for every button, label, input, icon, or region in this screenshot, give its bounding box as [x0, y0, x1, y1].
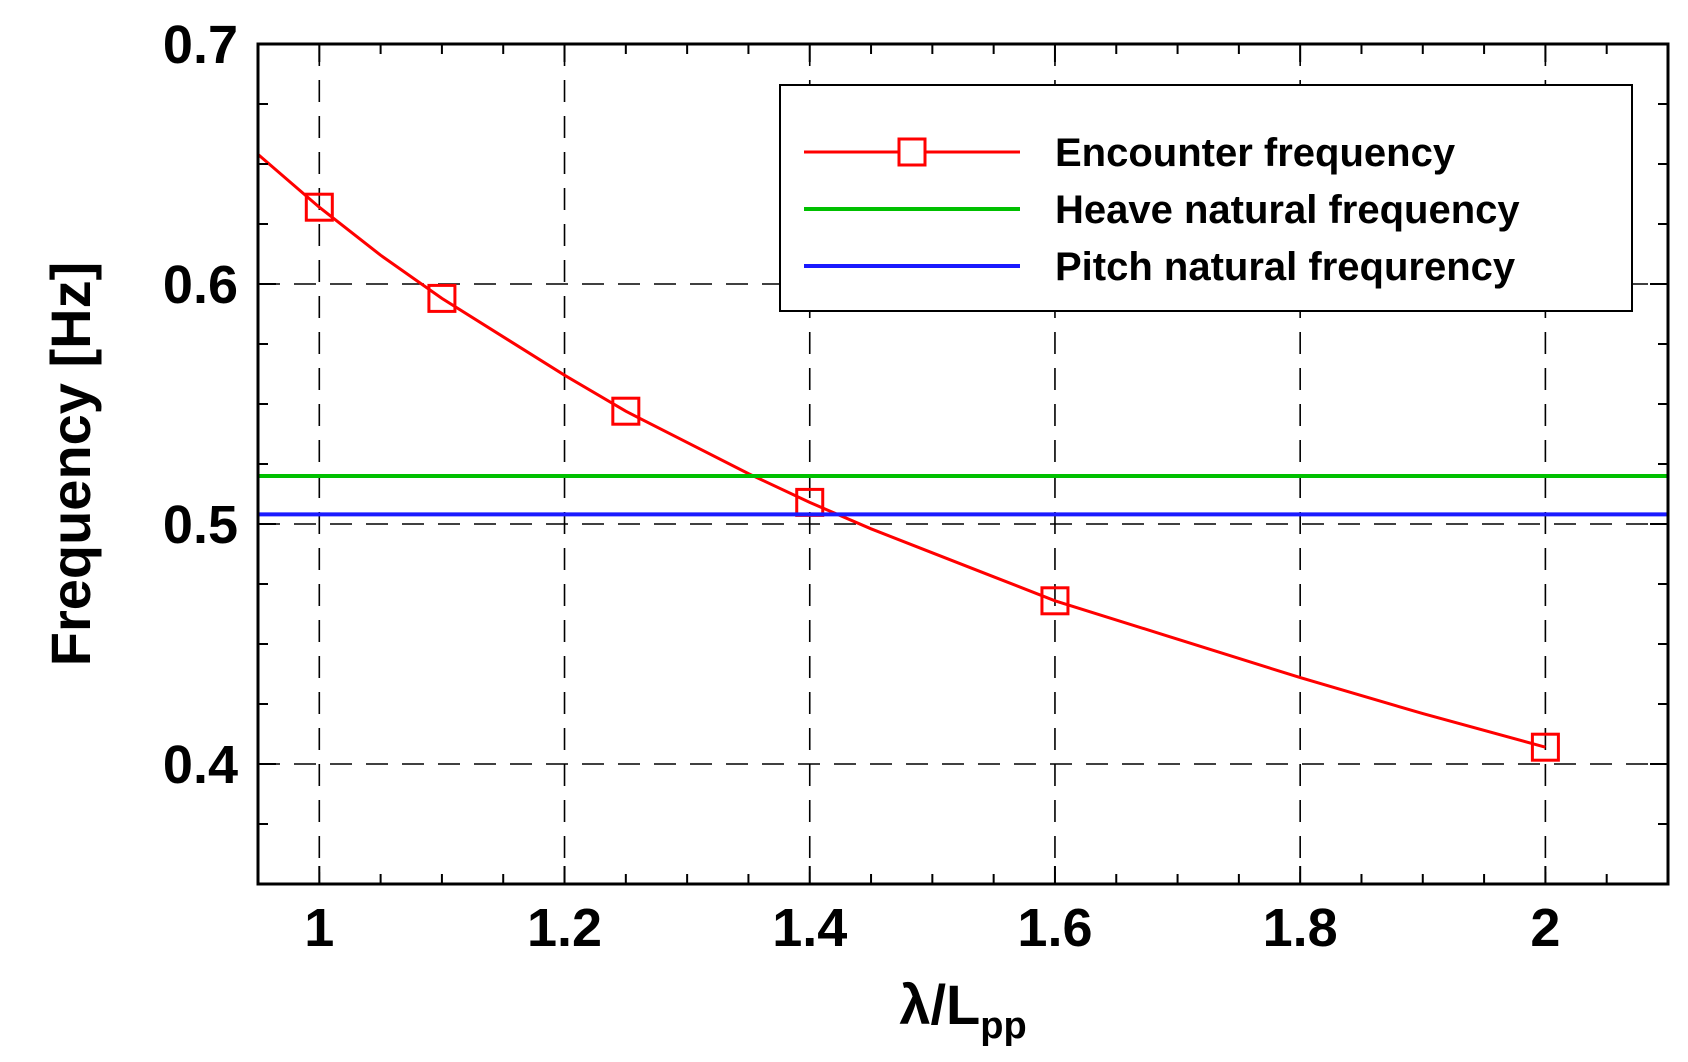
x-axis-title-main: λ/L [899, 973, 980, 1036]
series-line [257, 153, 1546, 749]
y-tick-label: 0.4 [163, 735, 238, 795]
legend: Encounter frequency Heave natural frequen… [779, 84, 1633, 312]
x-tick-label: 1.2 [527, 898, 602, 958]
x-axis-title-subscript: pp [980, 1005, 1026, 1047]
data-point-marker [304, 192, 334, 222]
y-axis-title: Frequency [Hz] [39, 262, 102, 667]
x-tick-label: 1.4 [772, 898, 847, 958]
data-point-marker [427, 283, 457, 313]
x-tick-label: 1.8 [1263, 898, 1338, 958]
data-point-marker [611, 396, 641, 426]
tick-layer [257, 43, 1669, 885]
legend-label: Pitch natural frequrency [1055, 245, 1516, 289]
legend-box [779, 84, 1633, 312]
data-point-marker [1530, 732, 1560, 762]
legend-label: Heave natural frequency [1055, 188, 1520, 232]
y-tick-label: 0.7 [163, 15, 238, 75]
x-tick-label: 2 [1530, 898, 1560, 958]
legend-label: Encounter frequency [1055, 131, 1456, 175]
y-tick-label: 0.6 [163, 255, 238, 315]
x-tick-label: 1 [304, 898, 334, 958]
x-axis-title: λ/Lpp [899, 973, 1026, 1047]
series-layer [257, 153, 1668, 762]
legend-swatch-marker [897, 137, 927, 167]
y-tick-label: 0.5 [163, 495, 238, 555]
x-tick-label: 1.6 [1017, 898, 1092, 958]
data-point-marker [1040, 586, 1070, 616]
legend-items: Encounter frequency Heave natural frequen… [804, 131, 1520, 289]
tick-label-layer: 1 1.2 1.4 1.6 1.8 2 0.4 0.5 0.6 0.7 [163, 15, 1560, 958]
